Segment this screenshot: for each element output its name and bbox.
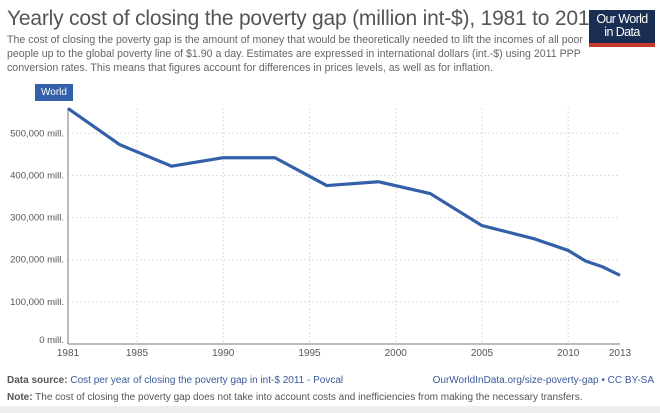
x-tick-label: 2000 — [385, 348, 408, 359]
x-tick-label: 1995 — [298, 348, 321, 359]
chart-title: Yearly cost of closing the poverty gap (… — [7, 7, 601, 30]
data-source: Data source: Cost per year of closing th… — [7, 375, 343, 386]
url-link[interactable]: OurWorldInData.org/size-poverty-gap • CC… — [432, 375, 654, 386]
chart-subtitle: The cost of closing the poverty gap is t… — [7, 34, 583, 74]
note: Note: The cost of closing the poverty ga… — [7, 392, 583, 403]
y-tick-label: 500,000 mill. — [10, 128, 64, 139]
x-tick-label: 1990 — [212, 348, 235, 359]
note-text: The cost of closing the poverty gap does… — [35, 392, 583, 403]
x-tick-label: 2010 — [557, 348, 580, 359]
source-link[interactable]: Cost per year of closing the poverty gap… — [70, 375, 344, 386]
x-tick-label: 1985 — [126, 348, 149, 359]
y-tick-label: 100,000 mill. — [10, 297, 64, 308]
owid-logo[interactable]: Our World in Data — [589, 10, 655, 47]
y-tick-label: 300,000 mill. — [10, 213, 64, 224]
y-tick-label: 0 mill. — [39, 335, 64, 346]
series-line-world — [67, 107, 621, 277]
entity-button-world[interactable]: World — [35, 84, 73, 101]
bottom-bar — [0, 406, 660, 413]
x-tick-label: 2013 — [609, 348, 632, 359]
x-tick-label: 1981 — [57, 348, 80, 359]
note-label: Note: — [7, 392, 33, 403]
y-tick-label: 400,000 mill. — [10, 170, 64, 181]
x-tick-label: 2005 — [471, 348, 494, 359]
y-tick-label: 200,000 mill. — [10, 255, 64, 266]
source-label: Data source: — [7, 375, 68, 386]
